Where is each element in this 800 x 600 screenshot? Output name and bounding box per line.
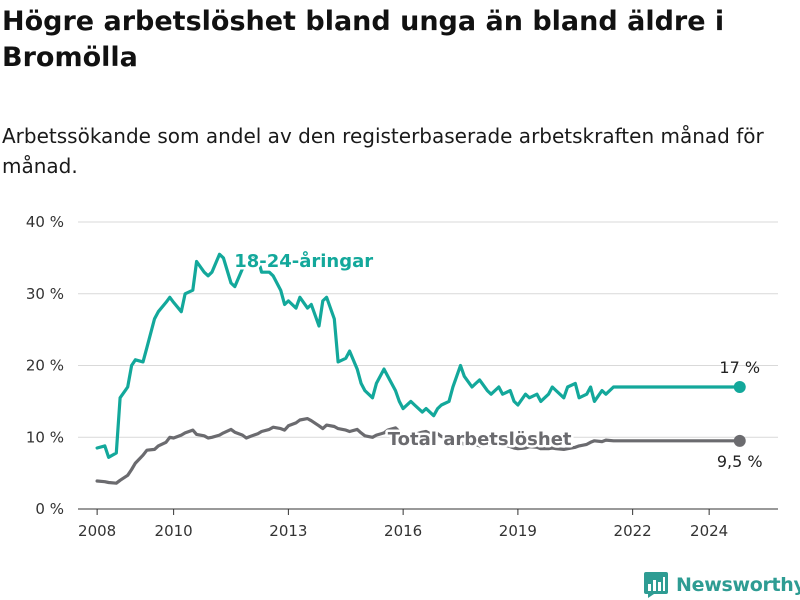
newsworthy-logo-icon [644,572,668,598]
end-label-youth: 17 % [719,358,760,377]
series-label-youth: 18-24-åringar [234,250,373,272]
axes: 0 % 10 % 20 % 30 % 40 % 2008 2010 2013 2016 2019 2… [26,213,778,540]
brand-logo[interactable]: Newsworthy [644,570,800,600]
chart-title: Högre arbetslöshet bland unga än bland ä… [2,6,725,73]
x-tick-label: 2022 [614,522,652,540]
y-tick-label: 0 % [35,500,64,518]
series-line-youth [95,252,742,459]
x-tick-label: 2010 [155,522,193,540]
y-tick-label: 40 % [26,213,64,231]
x-tick-label: 2008 [78,522,116,540]
series-line-total [95,417,742,485]
brand-name: Newsworthy [676,574,800,596]
chart-subtitle: Arbetssökande som andel av den registerb… [2,124,764,178]
y-tick-label: 10 % [26,428,64,446]
x-tick-label: 2019 [499,522,537,540]
end-marker-total [733,434,746,447]
x-tick-label: 2013 [269,522,307,540]
end-marker-youth [733,381,746,394]
series-lines [95,252,746,485]
grid-lines [78,221,778,438]
y-tick-label: 20 % [26,357,64,375]
series-label-total: Total arbetslöshet [388,429,572,450]
x-tick-label: 2016 [384,522,422,540]
y-tick-label: 30 % [26,285,64,303]
x-tick-label: 2024 [690,522,728,540]
end-label-total: 9,5 % [717,452,763,471]
annotations: 17 % 9,5 % 18-24-åringar Total arbetslöshet [232,248,763,471]
